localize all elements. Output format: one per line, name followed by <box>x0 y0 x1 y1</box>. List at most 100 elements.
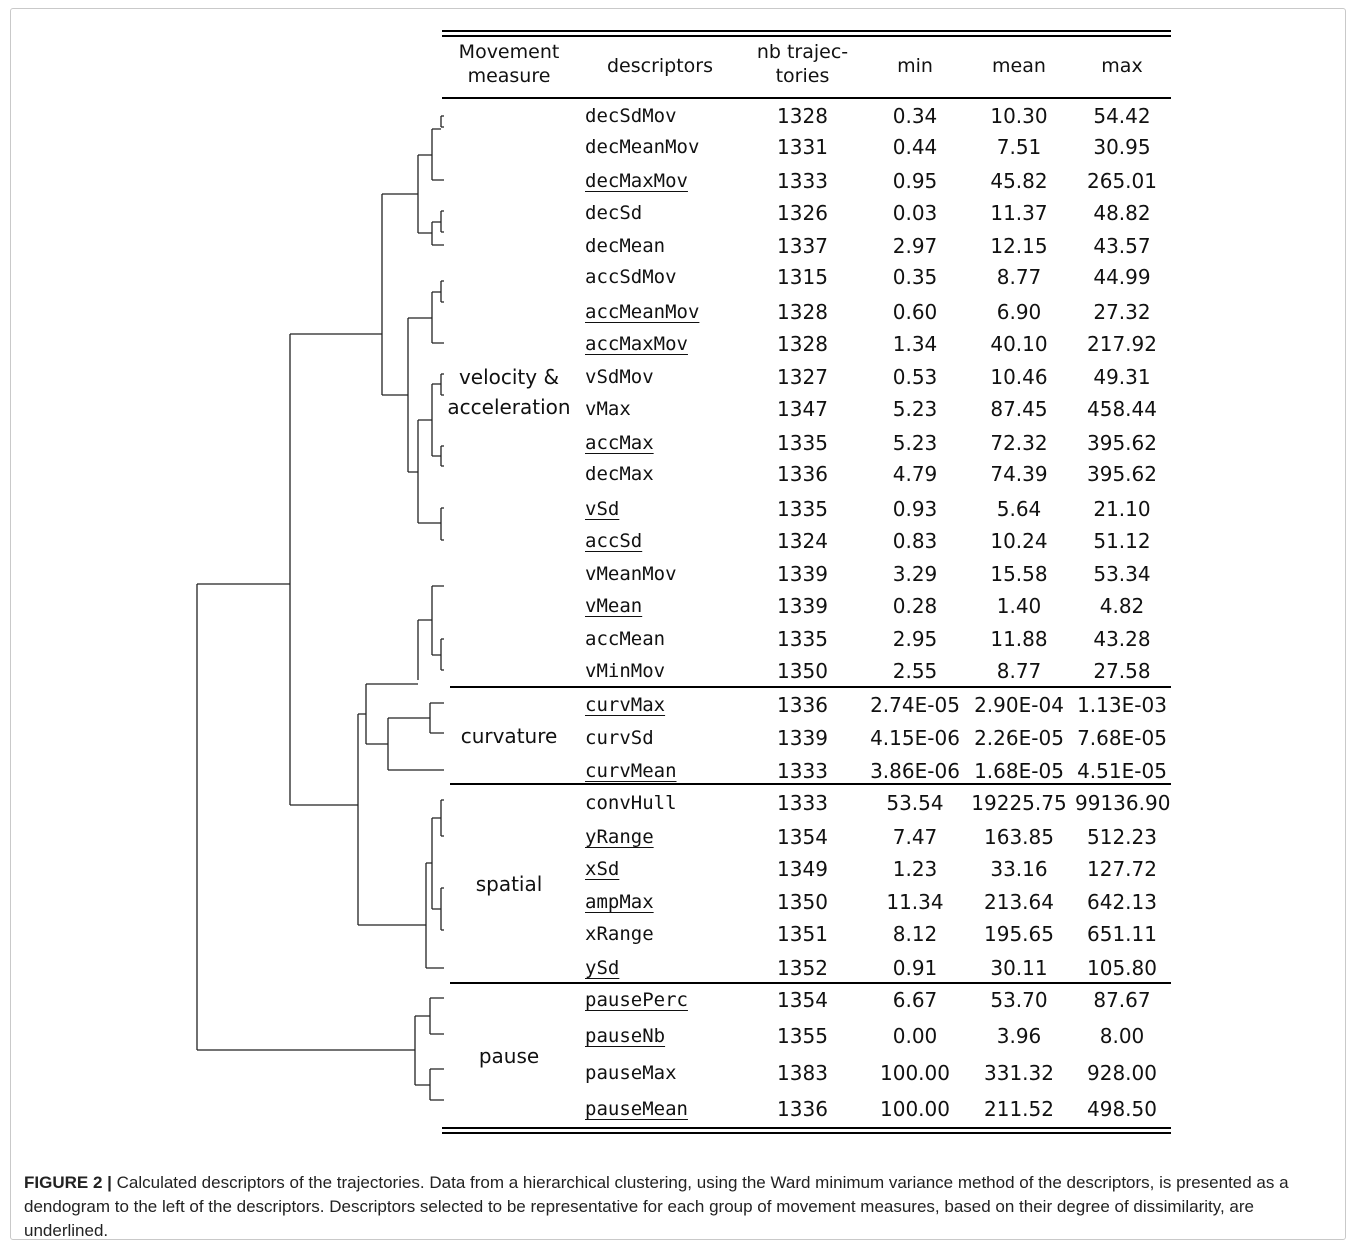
nb-trajectories-cell: 1333 <box>777 759 828 783</box>
max-cell: 54.42 <box>1093 104 1151 128</box>
dendrogram-branch <box>425 862 444 969</box>
min-cell: 3.86E-06 <box>870 759 960 783</box>
nb-trajectories-cell: 1349 <box>777 857 828 881</box>
min-cell: 2.95 <box>892 627 938 651</box>
mean-cell: 19225.75 <box>971 791 1067 815</box>
descriptor-name: decMeanMov <box>585 136 700 158</box>
table-bottom-rule-inner <box>442 1132 1171 1134</box>
min-cell: 0.93 <box>892 497 938 521</box>
mean-cell: 11.88 <box>990 627 1048 651</box>
min-cell: 0.91 <box>892 956 938 980</box>
min-cell: 100.00 <box>880 1061 950 1085</box>
nb-trajectories-cell: 1352 <box>777 956 828 980</box>
nb-trajectories-cell: 1331 <box>777 135 828 159</box>
mean-cell: 211.52 <box>984 1097 1054 1121</box>
descriptor-name: accMaxMov <box>585 333 688 355</box>
max-cell: 21.10 <box>1093 497 1151 521</box>
header-nb-line2: tories <box>775 65 830 87</box>
nb-trajectories-cell: 1335 <box>777 431 828 455</box>
descriptor-name: curvMean <box>585 760 677 782</box>
group-rule-pause <box>450 982 1171 984</box>
descriptor-name: decMean <box>585 235 666 257</box>
mean-cell: 30.11 <box>990 956 1048 980</box>
min-cell: 11.34 <box>886 890 944 914</box>
min-cell: 0.83 <box>892 529 938 553</box>
max-cell: 51.12 <box>1093 529 1151 553</box>
nb-trajectories-cell: 1326 <box>777 201 828 225</box>
max-cell: 7.68E-05 <box>1077 726 1167 750</box>
mean-cell: 8.77 <box>996 265 1042 289</box>
dendrogram-branch <box>357 713 426 926</box>
min-cell: 4.15E-06 <box>870 726 960 750</box>
descriptor-name: vSd <box>585 498 620 520</box>
descriptor-table: Movement measure descriptors nb trajec- … <box>442 30 1171 1134</box>
nb-trajectories-cell: 1337 <box>777 234 828 258</box>
max-cell: 458.44 <box>1087 397 1157 421</box>
max-cell: 642.13 <box>1087 890 1157 914</box>
header-movement-measure: Movement measure <box>447 40 571 88</box>
mean-cell: 72.32 <box>990 431 1048 455</box>
nb-trajectories-cell: 1347 <box>777 397 828 421</box>
descriptor-name: vSdMov <box>585 366 654 388</box>
min-cell: 3.29 <box>892 562 938 586</box>
max-cell: 127.72 <box>1087 857 1157 881</box>
mean-cell: 8.77 <box>996 659 1042 683</box>
dendrogram-branch <box>289 333 382 806</box>
nb-trajectories-cell: 1336 <box>777 462 828 486</box>
dendrogram-branch <box>381 193 418 396</box>
max-cell: 49.31 <box>1093 365 1151 389</box>
descriptor-name: vMeanMov <box>585 563 677 585</box>
min-cell: 0.53 <box>892 365 938 389</box>
mean-cell: 87.45 <box>990 397 1048 421</box>
figure-frame <box>10 8 1346 1240</box>
max-cell: 87.67 <box>1093 988 1151 1012</box>
mean-cell: 12.15 <box>990 234 1048 258</box>
group-label-spatial: spatial <box>475 872 543 896</box>
min-cell: 5.23 <box>892 431 938 455</box>
group-label-pause: pause <box>478 1044 540 1068</box>
mean-cell: 331.32 <box>984 1061 1054 1085</box>
header-min: min <box>897 55 933 77</box>
header-descriptors: descriptors <box>606 55 714 77</box>
dendrogram-branch <box>196 583 415 1051</box>
caption-text: Calculated descriptors of the trajectori… <box>24 1173 1289 1240</box>
max-cell: 53.34 <box>1093 562 1151 586</box>
header-nb-trajectories: nb trajec- tories <box>745 40 860 88</box>
min-cell: 53.54 <box>886 791 944 815</box>
max-cell: 512.23 <box>1087 825 1157 849</box>
max-cell: 928.00 <box>1087 1061 1157 1085</box>
table-bottom-rule <box>442 1127 1171 1129</box>
max-cell: 498.50 <box>1087 1097 1157 1121</box>
max-cell: 217.92 <box>1087 332 1157 356</box>
mean-cell: 74.39 <box>990 462 1048 486</box>
min-cell: 0.60 <box>892 300 938 324</box>
mean-cell: 2.26E-05 <box>974 726 1064 750</box>
figure-caption: FIGURE 2 | Calculated descriptors of the… <box>24 1171 1334 1243</box>
descriptor-name: curvMax <box>585 694 666 716</box>
min-cell: 0.35 <box>892 265 938 289</box>
max-cell: 4.82 <box>1099 594 1145 618</box>
mean-cell: 10.24 <box>990 529 1048 553</box>
min-cell: 0.44 <box>892 135 938 159</box>
descriptor-name: accMax <box>585 432 654 454</box>
descriptor-name: yRange <box>585 826 654 848</box>
mean-cell: 45.82 <box>990 169 1048 193</box>
max-cell: 99136.90 <box>1075 791 1171 815</box>
max-cell: 43.57 <box>1093 234 1151 258</box>
nb-trajectories-cell: 1351 <box>777 922 828 946</box>
min-cell: 100.00 <box>880 1097 950 1121</box>
nb-trajectories-cell: 1339 <box>777 562 828 586</box>
mean-cell: 40.10 <box>990 332 1048 356</box>
mean-cell: 7.51 <box>996 135 1042 159</box>
max-cell: 8.00 <box>1099 1024 1145 1048</box>
min-cell: 7.47 <box>892 825 938 849</box>
descriptor-name: vMax <box>585 398 631 420</box>
max-cell: 105.80 <box>1087 956 1157 980</box>
group-rule-spatial <box>450 783 1171 785</box>
descriptor-name: ampMax <box>585 891 654 913</box>
nb-trajectories-cell: 1328 <box>777 332 828 356</box>
max-cell: 43.28 <box>1093 627 1151 651</box>
min-cell: 2.74E-05 <box>870 693 960 717</box>
nb-trajectories-cell: 1335 <box>777 497 828 521</box>
mean-cell: 10.30 <box>990 104 1048 128</box>
